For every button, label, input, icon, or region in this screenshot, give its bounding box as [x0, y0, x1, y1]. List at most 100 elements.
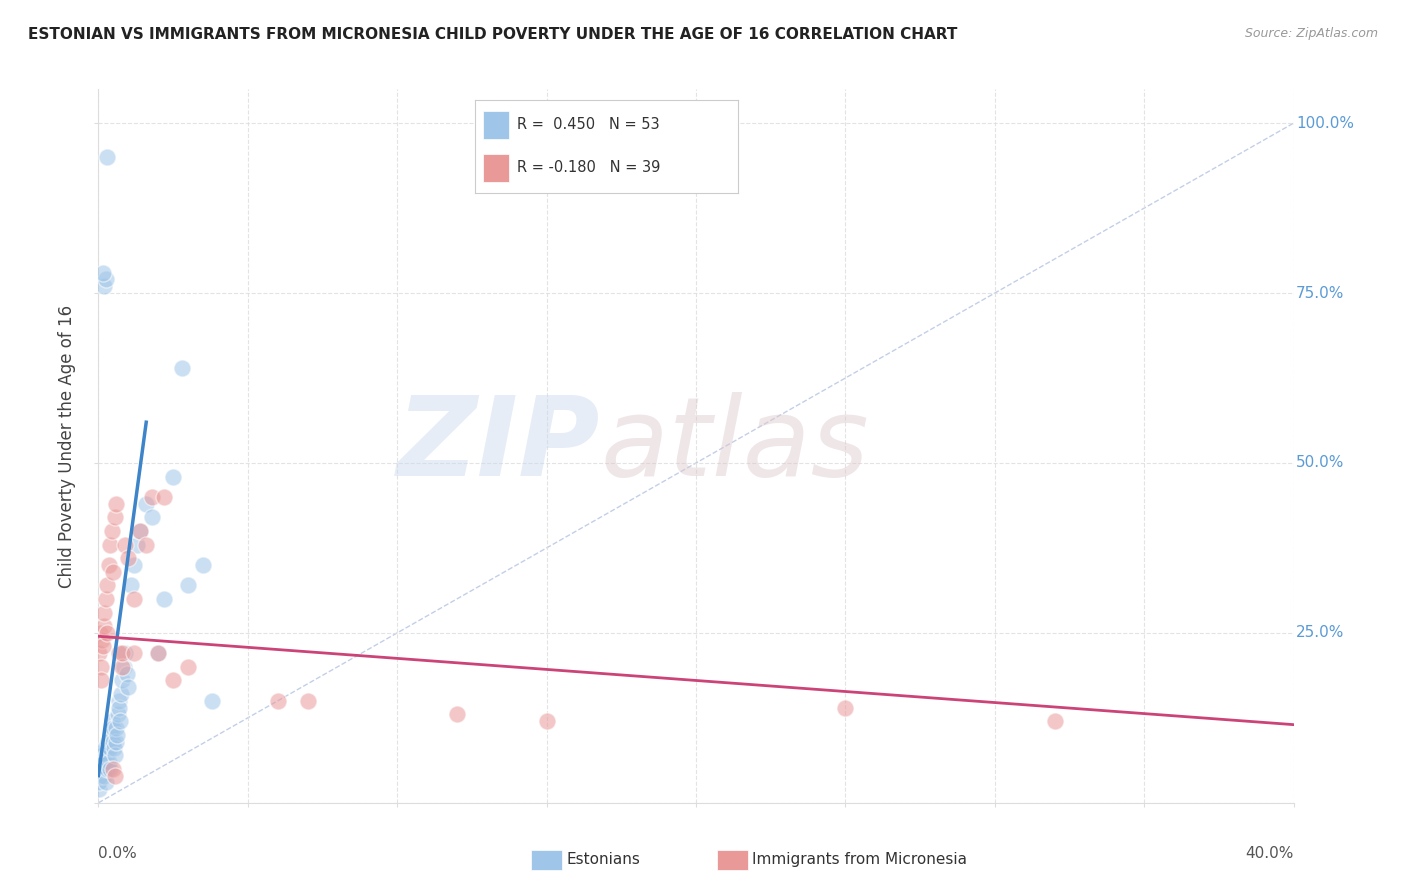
Text: ESTONIAN VS IMMIGRANTS FROM MICRONESIA CHILD POVERTY UNDER THE AGE OF 16 CORRELA: ESTONIAN VS IMMIGRANTS FROM MICRONESIA C…: [28, 27, 957, 42]
Point: [108, 646, 131, 660]
Point: [104, 748, 127, 763]
Text: 50.0%: 50.0%: [1296, 456, 1344, 470]
Text: atlas: atlas: [600, 392, 869, 500]
Point: [191, 558, 214, 572]
Point: [104, 510, 127, 524]
Point: [93, 769, 115, 783]
Point: [153, 490, 176, 504]
Point: [104, 734, 127, 748]
Point: [103, 762, 125, 776]
Point: [94, 775, 117, 789]
Point: [97, 558, 120, 572]
Point: [96, 748, 118, 763]
Point: [94, 272, 117, 286]
Point: [103, 741, 125, 756]
Text: 75.0%: 75.0%: [1296, 285, 1344, 301]
Point: [162, 469, 184, 483]
Point: [141, 510, 163, 524]
Point: [135, 537, 157, 551]
Point: [100, 728, 122, 742]
Point: [90, 762, 112, 776]
Point: [89, 769, 111, 783]
Point: [108, 714, 131, 729]
Point: [201, 694, 224, 708]
Point: [110, 687, 132, 701]
Point: [135, 497, 157, 511]
Point: [91, 640, 114, 654]
Point: [91, 748, 114, 763]
Point: [834, 700, 856, 714]
Point: [96, 150, 118, 164]
Text: Immigrants from Micronesia: Immigrants from Micronesia: [752, 853, 967, 867]
Point: [536, 714, 558, 729]
Point: [129, 524, 152, 538]
Point: [91, 762, 114, 776]
Point: [124, 558, 146, 572]
Point: [89, 775, 111, 789]
Point: [297, 694, 319, 708]
Point: [107, 707, 129, 722]
Point: [141, 490, 163, 504]
Point: [98, 741, 122, 756]
Point: [93, 755, 115, 769]
Point: [101, 524, 124, 538]
Y-axis label: Child Poverty Under the Age of 16: Child Poverty Under the Age of 16: [58, 304, 76, 588]
Point: [172, 360, 194, 375]
Point: [94, 741, 117, 756]
Point: [87, 646, 110, 660]
Text: 25.0%: 25.0%: [1296, 625, 1344, 640]
Point: [127, 537, 149, 551]
Point: [114, 646, 136, 660]
Point: [98, 537, 122, 551]
Point: [162, 673, 184, 688]
Point: [117, 680, 139, 694]
Point: [446, 707, 468, 722]
Point: [107, 694, 129, 708]
Point: [148, 646, 170, 660]
Point: [101, 714, 124, 729]
Point: [124, 646, 146, 660]
Point: [91, 632, 114, 647]
Point: [153, 591, 176, 606]
Point: [97, 734, 120, 748]
Point: [105, 728, 128, 742]
Point: [111, 673, 134, 688]
Point: [1043, 714, 1066, 729]
Point: [101, 734, 124, 748]
Point: [90, 673, 112, 688]
Point: [93, 606, 115, 620]
Point: [103, 721, 125, 735]
Point: [105, 497, 128, 511]
Point: [111, 660, 134, 674]
Point: [93, 279, 115, 293]
Text: 100.0%: 100.0%: [1296, 116, 1354, 131]
Point: [117, 551, 139, 566]
Point: [177, 578, 200, 592]
Point: [87, 782, 110, 797]
Point: [108, 700, 131, 714]
Text: 0.0%: 0.0%: [98, 846, 138, 861]
Point: [111, 646, 134, 660]
Point: [120, 578, 142, 592]
Point: [267, 694, 290, 708]
Point: [91, 266, 114, 280]
Point: [105, 721, 128, 735]
Point: [103, 565, 125, 579]
Point: [115, 666, 138, 681]
Point: [112, 660, 135, 674]
Text: Source: ZipAtlas.com: Source: ZipAtlas.com: [1244, 27, 1378, 40]
Text: 40.0%: 40.0%: [1246, 846, 1294, 861]
Point: [96, 578, 118, 592]
Point: [90, 755, 112, 769]
Point: [114, 537, 136, 551]
Point: [98, 762, 121, 776]
Text: ZIP: ZIP: [396, 392, 600, 500]
Point: [177, 660, 200, 674]
Text: Estonians: Estonians: [567, 853, 641, 867]
Point: [97, 755, 120, 769]
Point: [93, 619, 115, 633]
Point: [129, 524, 152, 538]
Point: [96, 762, 118, 776]
Point: [148, 646, 170, 660]
Point: [90, 660, 112, 674]
